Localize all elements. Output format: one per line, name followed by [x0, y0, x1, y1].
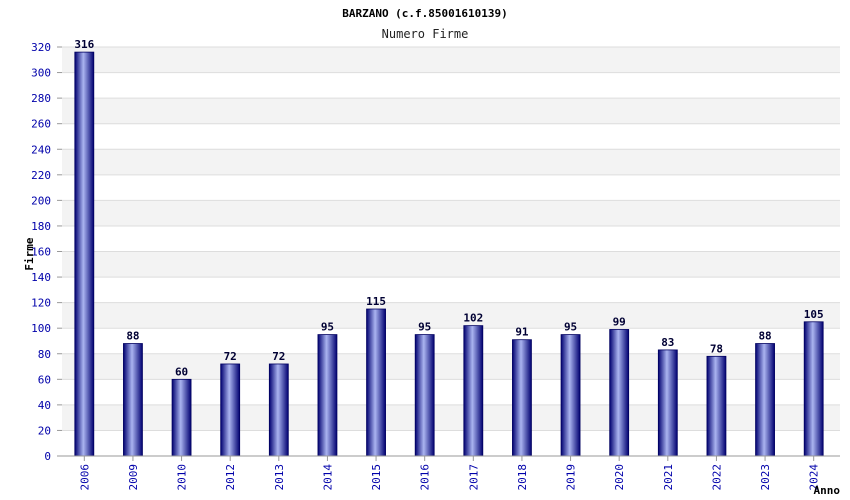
x-axis-label: Anno	[814, 484, 841, 497]
x-tick-label: 2010	[176, 464, 189, 491]
bar-value-label: 105	[804, 308, 824, 321]
bar	[414, 334, 435, 457]
bar	[755, 343, 775, 457]
grid-band	[62, 149, 840, 175]
x-tick-label: 2020	[613, 464, 626, 491]
y-tick-label: 240	[31, 143, 51, 156]
x-tick-label: 2024	[808, 464, 821, 491]
grid-band	[62, 200, 840, 226]
x-axis-ticks: 2006 2009 2010 2012 2013 2014 2015 2016 2017 2018…	[78, 456, 821, 491]
x-tick-label: 2014	[321, 464, 334, 491]
x-tick-label: 2019	[565, 464, 578, 491]
grid-band	[62, 251, 840, 278]
bar	[220, 363, 241, 457]
bar-value-label: 88	[758, 330, 771, 343]
y-tick-label: 140	[31, 271, 51, 284]
grid-band	[62, 47, 840, 73]
x-tick-label: 2009	[127, 464, 140, 491]
y-tick-label: 220	[31, 169, 51, 182]
bar	[268, 363, 289, 457]
bar	[512, 339, 532, 457]
chart-title: BARZANO (c.f.85001610139)	[342, 7, 508, 20]
grid-band	[62, 98, 840, 124]
bar	[706, 355, 727, 457]
bar-value-label: 95	[418, 321, 431, 334]
bar-value-label: 102	[463, 312, 483, 325]
bar-value-label: 91	[515, 326, 529, 339]
y-tick-label: 200	[31, 194, 51, 207]
bar-value-label: 115	[366, 295, 386, 308]
bar-value-label: 99	[613, 315, 626, 328]
y-tick-label: 180	[31, 220, 51, 233]
x-tick-label: 2012	[224, 464, 237, 491]
bar-value-label: 83	[661, 336, 674, 349]
bar-value-label: 95	[564, 321, 577, 334]
y-tick-label: 280	[31, 92, 51, 105]
bar	[123, 343, 143, 457]
x-tick-label: 2018	[516, 464, 529, 491]
x-tick-label: 2006	[78, 464, 91, 491]
y-tick-label: 320	[31, 41, 51, 54]
bar-value-label: 78	[710, 342, 723, 355]
bar-value-label: 95	[321, 321, 334, 334]
x-tick-label: 2022	[710, 464, 723, 491]
grid-band	[62, 302, 840, 329]
bar-value-label: 72	[224, 350, 237, 363]
bar-value-label: 316	[74, 38, 94, 51]
bar-value-label: 72	[272, 350, 285, 363]
y-tick-label: 20	[38, 424, 51, 437]
x-tick-label: 2023	[759, 464, 772, 491]
bar	[657, 349, 678, 457]
y-axis-label: Firme	[23, 237, 36, 270]
x-tick-label: 2017	[467, 464, 480, 491]
bar	[609, 329, 630, 457]
y-axis-ticks: 0 20 40 60 80 100 120 140 160 180 200 220 240 260 280 3…	[31, 41, 62, 463]
y-tick-label: 40	[38, 399, 51, 412]
y-tick-label: 260	[31, 118, 51, 131]
y-tick-label: 160	[31, 246, 51, 259]
bar-value-label: 88	[126, 330, 139, 343]
y-tick-label: 60	[38, 373, 51, 386]
chart-subtitle: Numero Firme	[382, 27, 469, 41]
bar	[803, 321, 824, 457]
bar	[366, 308, 386, 457]
x-tick-label: 2013	[273, 464, 286, 491]
x-tick-label: 2015	[370, 464, 383, 491]
x-tick-label: 2021	[662, 464, 675, 491]
bar	[463, 325, 484, 457]
x-tick-label: 2016	[419, 464, 432, 491]
y-tick-label: 120	[31, 297, 51, 310]
y-tick-label: 100	[31, 322, 51, 335]
bar-value-label: 60	[175, 365, 188, 378]
y-tick-label: 0	[44, 450, 51, 463]
y-tick-label: 300	[31, 67, 51, 80]
bar	[560, 334, 581, 457]
bar	[171, 378, 192, 457]
y-tick-label: 80	[38, 348, 51, 361]
bar	[74, 51, 95, 457]
bar	[317, 334, 338, 457]
